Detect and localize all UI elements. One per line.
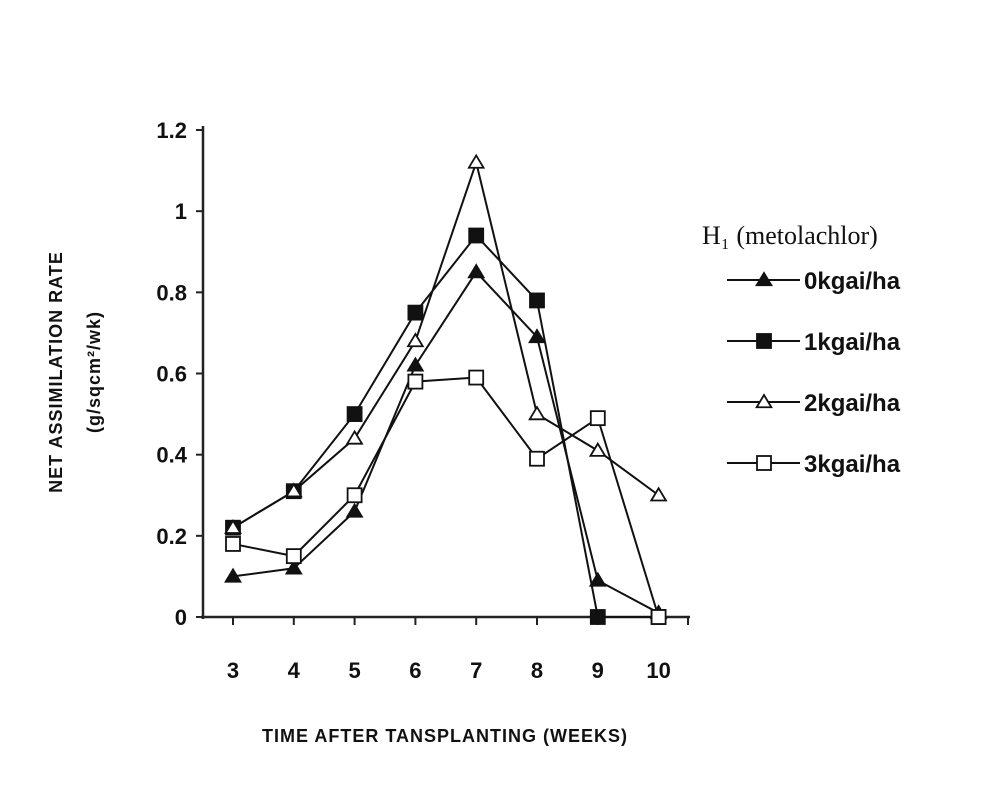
- series-line: [232, 270, 660, 614]
- legend-marker: [756, 333, 772, 349]
- data-point: [468, 227, 485, 244]
- data-point: [589, 609, 606, 625]
- legend-label: 3kgai/ha: [804, 451, 901, 478]
- legend-label: 1kgai/ha: [804, 329, 901, 356]
- legend-item: 2kgai/ha: [727, 390, 901, 417]
- y-tick-label: 1: [175, 199, 187, 224]
- x-tick-label: 9: [592, 658, 604, 683]
- legend-label: 2kgai/ha: [804, 390, 901, 417]
- data-point: [224, 518, 242, 534]
- x-axis-ticks: 3 4 5 6 7 8 9 10: [227, 617, 689, 683]
- y-tick-label: 0.4: [156, 443, 187, 468]
- series-3: [225, 369, 667, 625]
- data-point: [284, 482, 303, 498]
- data-point: [407, 304, 424, 321]
- x-axis-title: TIME AFTER TANSPLANTING (WEEKS): [262, 726, 628, 746]
- legend-item: 3kgai/ha: [727, 451, 901, 478]
- data-point: [285, 548, 302, 565]
- data-point: [529, 450, 545, 467]
- data-point: [284, 559, 303, 575]
- legend: 0kgai/ha 1kgai/ha 2kgai/ha 3kgai/ha: [727, 268, 901, 478]
- x-tick-label: 7: [470, 658, 482, 683]
- data-point: [528, 328, 546, 344]
- data-point: [346, 487, 363, 504]
- data-point: [407, 373, 424, 390]
- data-point: [346, 406, 363, 422]
- data-point: [345, 502, 364, 518]
- legend-marker: [756, 455, 772, 471]
- series-line: [232, 376, 660, 618]
- y-axis-ticks: 0 0.2 0.4 0.6 0.8 1 1.2: [156, 118, 203, 630]
- data-point: [588, 571, 607, 587]
- series-line: [232, 158, 660, 529]
- x-tick-label: 10: [646, 658, 670, 683]
- series-2: [224, 153, 668, 534]
- x-tick-label: 8: [531, 658, 543, 683]
- data-point: [406, 356, 425, 372]
- y-tick-label: 0.6: [156, 362, 187, 387]
- data-point: [588, 441, 607, 457]
- data-point: [528, 405, 546, 421]
- data-point: [468, 369, 485, 386]
- data-point: [406, 332, 425, 348]
- legend-label: 0kgai/ha: [804, 268, 901, 295]
- y-axis-units: (g/sqcm²/wk): [84, 311, 104, 433]
- legend-marker: [755, 271, 773, 287]
- legend-item: 0kgai/ha: [727, 268, 901, 295]
- y-axis-title: NET ASSIMILATION RATE: [46, 251, 66, 493]
- y-tick-label: 0.2: [156, 524, 187, 549]
- data-point: [529, 292, 545, 309]
- data-point: [467, 263, 486, 279]
- series-layer: [224, 153, 668, 625]
- legend-marker: [755, 393, 773, 409]
- data-point: [589, 410, 606, 427]
- y-tick-label: 1.2: [156, 118, 187, 143]
- x-tick-label: 3: [227, 658, 239, 683]
- data-point: [650, 609, 667, 625]
- data-point: [649, 486, 668, 502]
- y-tick-label: 0.8: [156, 280, 187, 305]
- data-point: [225, 536, 241, 552]
- data-point: [345, 429, 364, 445]
- legend-item: 1kgai/ha: [727, 329, 901, 356]
- series-line: [232, 233, 659, 618]
- y-tick-label: 0: [175, 605, 187, 630]
- data-point: [467, 153, 486, 169]
- x-tick-label: 6: [409, 658, 421, 683]
- x-tick-label: 5: [348, 658, 360, 683]
- data-point: [224, 567, 242, 583]
- x-tick-label: 4: [288, 658, 301, 683]
- legend-title: H₁ (metolachlor): [702, 221, 878, 250]
